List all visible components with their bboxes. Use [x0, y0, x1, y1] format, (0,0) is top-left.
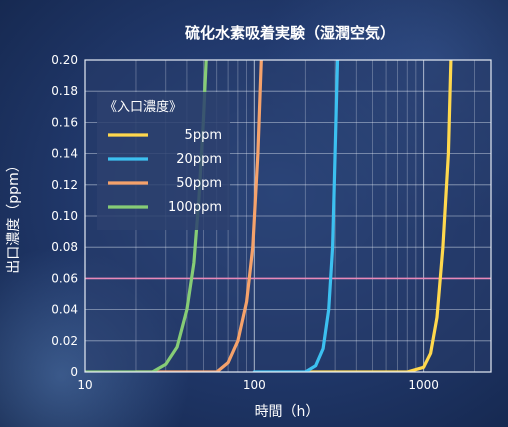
x-tick-label: 100 [243, 378, 266, 392]
y-tick-label: 0.18 [51, 84, 78, 98]
legend-label: 20ppm [176, 152, 222, 167]
y-tick-label: 0.06 [51, 271, 78, 285]
legend: 《入口濃度》 5ppm 20ppm 50ppm 100ppm [97, 92, 230, 230]
series-layer [85, 60, 453, 372]
chart-title: 硫化水素吸着実験（湿潤空気） [185, 24, 395, 42]
legend-label: 50ppm [176, 176, 222, 191]
y-tick-label: 0.08 [51, 240, 78, 254]
y-tick-label: 0.04 [51, 303, 78, 317]
legend-title: 《入口濃度》 [104, 99, 182, 115]
y-tick-label: 0 [70, 365, 78, 379]
legend-label: 5ppm [185, 128, 222, 143]
plot-border [84, 59, 492, 373]
legend-items: 5ppm 20ppm 50ppm 100ppm [108, 128, 222, 215]
x-tick-label: 10 [77, 378, 92, 392]
legend-label: 100ppm [168, 200, 222, 215]
series-line-50ppm [134, 60, 263, 372]
series-line-5ppm [303, 60, 453, 372]
y-tick-label: 0.10 [51, 209, 78, 223]
y-tick-label: 0.14 [51, 147, 78, 161]
y-tick-label: 0.16 [51, 115, 78, 129]
y-tick-label: 0.20 [51, 53, 78, 67]
y-tick-labels: 0 0.02 0.04 0.06 0.08 0.10 0.12 0.14 0.16 0.18 0.2… [51, 53, 78, 379]
y-axis-title: 出口濃度（ppm） [6, 158, 22, 273]
x-axis-title: 時間（h） [255, 404, 320, 420]
x-tick-label: 1000 [408, 378, 439, 392]
y-tick-label: 0.12 [51, 178, 78, 192]
y-tick-label: 0.02 [51, 334, 78, 348]
x-tick-labels: 10 100 1000 [77, 378, 439, 392]
series-line-20ppm [252, 60, 340, 372]
